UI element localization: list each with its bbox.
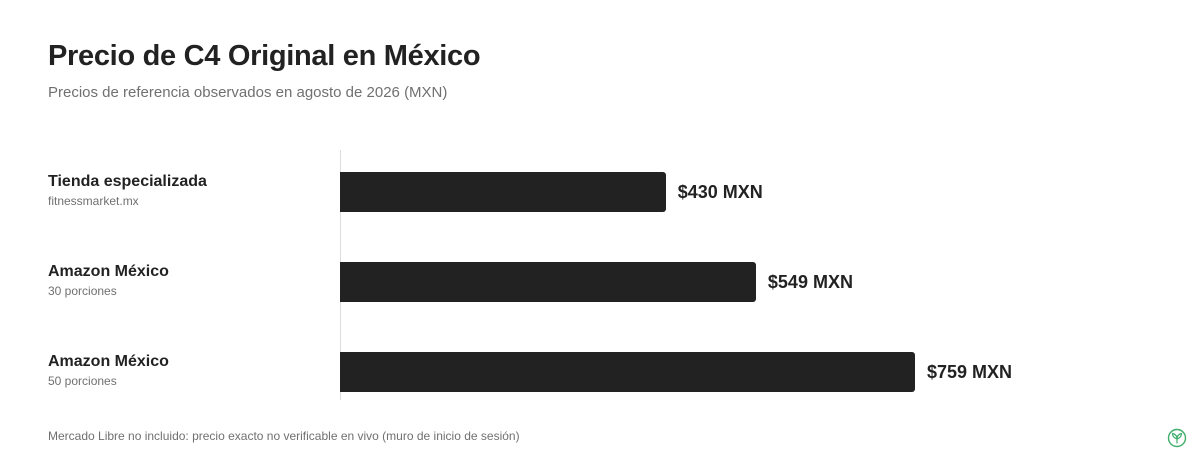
category-label: Amazon México 50 porciones [48,353,169,388]
category-detail: 50 porciones [48,374,117,388]
category-name: Amazon México [48,353,169,370]
bar-value-label: $430 MXN [677,182,763,202]
category-label: Amazon México 30 porciones [48,263,169,298]
chart-subtitle: Precios de referencia observados en agos… [48,84,448,101]
category-name: Amazon México [48,263,169,280]
leaf-logo-icon [1167,428,1187,448]
footnote: Mercado Libre no incluido: precio exacto… [48,429,520,443]
category-name: Tienda especializada [48,173,207,190]
chart-title: Precio de C4 Original en México [48,40,481,72]
bar-value-label: $549 MXN [767,272,853,292]
bar-value-label: $759 MXN [927,362,1013,382]
bar [340,262,756,302]
category-label: Tienda especializada fitnessmarket.mx [48,173,207,208]
bar [340,352,915,392]
category-detail: fitnessmarket.mx [48,194,139,208]
category-detail: 30 porciones [48,284,117,298]
bar [340,172,666,212]
